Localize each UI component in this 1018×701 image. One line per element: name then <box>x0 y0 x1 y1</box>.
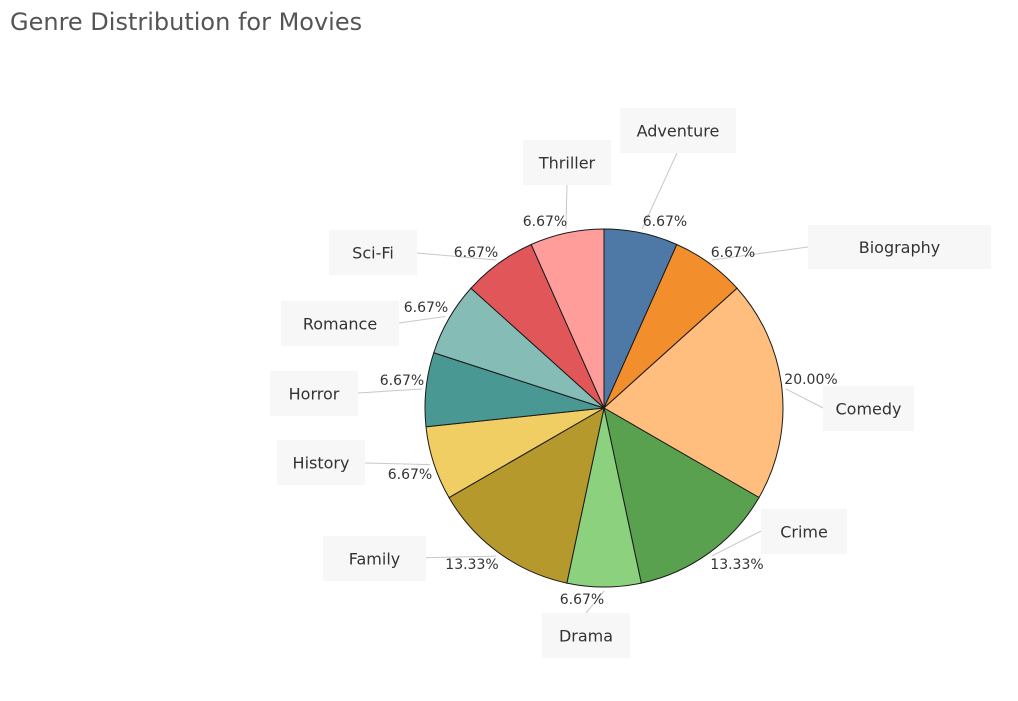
leader-line-horror <box>357 388 423 394</box>
pie-slice-thriller[interactable] <box>530 228 605 409</box>
category-label-comedy: Comedy <box>835 400 901 419</box>
category-label-thriller: Thriller <box>538 154 596 173</box>
category-label-box-family <box>323 536 426 581</box>
leader-line-history <box>364 462 431 466</box>
percent-label-comedy: 20.00% <box>784 372 837 388</box>
percent-label-thriller: 6.67% <box>523 214 567 230</box>
leader-line-thriller <box>565 184 568 230</box>
leader-line-crime <box>711 530 762 557</box>
percent-label-sci-fi: 6.67% <box>454 245 498 261</box>
category-label-box-adventure <box>620 108 736 153</box>
category-label-box-horror <box>270 371 358 416</box>
slice-labels: Adventure 6.67% Biography 6.67% Comedy 20.00%… <box>270 108 991 658</box>
percent-label-horror: 6.67% <box>380 373 424 389</box>
category-label-history: History <box>293 454 350 473</box>
category-label-box-sci-fi <box>329 230 417 275</box>
pie-slice-comedy[interactable] <box>603 287 784 499</box>
chart-title: Genre Distribution for Movies <box>10 8 363 36</box>
category-label-box-history <box>277 440 365 485</box>
leader-line-romance <box>398 316 446 324</box>
category-label-box-drama <box>542 613 630 658</box>
percent-label-biography: 6.67% <box>711 245 755 261</box>
leader-line-comedy <box>785 388 824 409</box>
percent-label-drama: 6.67% <box>560 592 604 608</box>
category-label-box-crime <box>761 509 847 554</box>
category-label-sci-fi: Sci-Fi <box>352 244 394 263</box>
pie-slice-family[interactable] <box>448 407 605 584</box>
leader-line-biography <box>711 246 809 261</box>
leader-line-drama <box>585 590 605 614</box>
category-label-family: Family <box>349 550 400 569</box>
percent-label-history: 6.67% <box>388 467 432 483</box>
category-label-biography: Biography <box>859 238 941 257</box>
pie-slice-crime[interactable] <box>603 407 760 584</box>
pie-slices <box>424 228 784 588</box>
category-label-box-romance <box>281 301 399 346</box>
category-label-romance: Romance <box>303 315 377 334</box>
category-label-crime: Crime <box>780 523 828 542</box>
category-label-box-thriller <box>523 140 611 185</box>
leader-line-sci-fi <box>416 252 497 261</box>
percent-label-adventure: 6.67% <box>643 214 687 230</box>
percent-label-crime: 13.33% <box>710 557 763 573</box>
category-label-horror: Horror <box>289 385 340 404</box>
percent-label-romance: 6.67% <box>404 300 448 316</box>
category-label-box-biography <box>808 225 991 269</box>
leader-lines <box>357 152 824 614</box>
category-label-drama: Drama <box>559 627 613 646</box>
category-label-adventure: Adventure <box>637 122 720 141</box>
leader-line-adventure <box>641 152 678 230</box>
category-label-box-comedy <box>823 386 914 431</box>
percent-label-family: 13.33% <box>445 557 498 573</box>
